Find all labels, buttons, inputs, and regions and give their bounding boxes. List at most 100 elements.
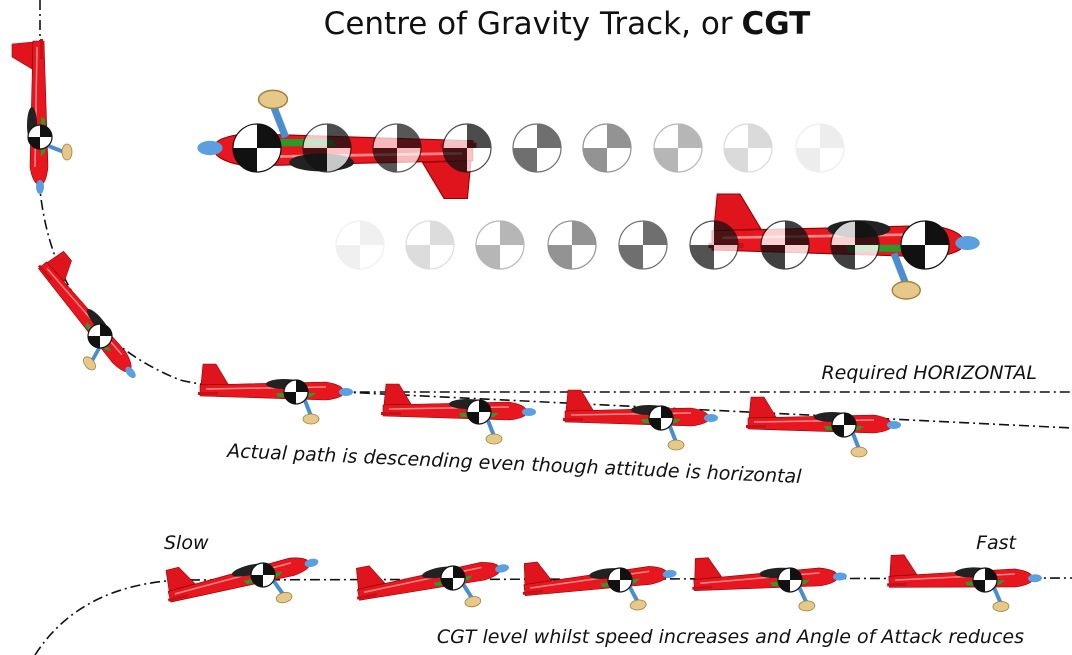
cg-marker <box>466 399 492 425</box>
cg-quadrant <box>901 245 925 269</box>
spinner <box>339 388 353 396</box>
cg-marker <box>475 220 525 270</box>
cg-marker <box>27 124 53 150</box>
tailplane <box>167 593 189 602</box>
title-emphasis: CGT <box>742 6 811 42</box>
cg-disc <box>582 123 632 173</box>
cg-marker <box>335 220 385 270</box>
cg-marker <box>607 567 633 593</box>
airplane <box>692 557 847 612</box>
strut <box>45 143 65 154</box>
cg-marker <box>582 123 632 173</box>
wheel <box>464 596 482 608</box>
cg-marker <box>283 379 309 405</box>
cg-quadrant <box>790 568 802 580</box>
cg-quadrant <box>479 400 491 412</box>
strut <box>890 252 910 287</box>
cg-quadrant <box>925 221 949 245</box>
cg-quadrant <box>537 124 561 148</box>
strut <box>626 584 640 603</box>
cg-quadrant <box>336 245 360 269</box>
tailplane <box>887 582 908 587</box>
cg-quadrant <box>844 413 856 425</box>
cg-disc <box>335 220 385 270</box>
cg-quadrant <box>832 425 844 437</box>
cg-marker <box>547 220 597 270</box>
fin <box>748 396 777 419</box>
tailplane <box>40 39 43 59</box>
strut <box>667 423 678 443</box>
cg-marker <box>795 123 845 173</box>
cg-disc <box>795 123 845 173</box>
cg-quadrant <box>263 563 275 575</box>
strut <box>796 584 809 604</box>
cg-marker <box>831 412 857 438</box>
cg-marker <box>777 567 803 593</box>
fin <box>565 389 594 412</box>
wheel <box>275 591 293 604</box>
fin <box>523 561 553 585</box>
cg-quadrant <box>620 568 632 580</box>
fuselage <box>523 566 668 596</box>
airplane <box>11 39 73 194</box>
wheel <box>61 143 73 161</box>
spinner <box>955 236 980 250</box>
cg-disc <box>405 220 455 270</box>
strut <box>460 581 474 600</box>
airplane <box>887 554 1042 612</box>
cg-disc <box>547 220 597 270</box>
spinner <box>832 572 847 581</box>
cg-quadrant <box>257 124 281 148</box>
cg-quadrant <box>643 221 667 245</box>
airplane <box>563 389 718 451</box>
level-path <box>34 577 1072 655</box>
cg-quadrant <box>443 148 467 172</box>
cg-quadrant <box>678 124 702 148</box>
cg-quadrant <box>724 148 748 172</box>
wheel <box>629 599 647 611</box>
wheel <box>485 433 503 445</box>
airplane <box>165 557 319 604</box>
cg-quadrant <box>284 392 296 404</box>
strut <box>270 577 285 596</box>
cg-disc <box>653 123 703 173</box>
cg-disc <box>723 123 773 173</box>
cg-marker <box>648 405 674 431</box>
cg-quadrant <box>430 221 454 245</box>
wheel <box>798 600 816 612</box>
cg-marker <box>250 562 276 588</box>
cg-quadrant <box>28 137 40 149</box>
cg-marker <box>87 323 113 349</box>
cg-quadrant <box>360 221 384 245</box>
tailplane <box>692 585 713 590</box>
cg-quadrant <box>714 221 738 245</box>
cg-quadrant <box>88 336 100 348</box>
cg-marker <box>830 220 880 270</box>
airplane <box>37 250 136 379</box>
strut <box>991 584 1003 605</box>
cg-quadrant <box>513 148 537 172</box>
cg-quadrant <box>100 324 112 336</box>
actual-label: Actual path is descending even though at… <box>225 440 803 488</box>
wheel <box>667 439 685 451</box>
cg-quadrant <box>608 580 620 592</box>
cg-marker <box>232 123 282 173</box>
cg-marker <box>442 123 492 173</box>
cg-quadrant <box>973 580 985 592</box>
cg-quadrant <box>855 221 879 245</box>
cg-quadrant <box>761 245 785 269</box>
strut <box>302 397 313 417</box>
title-text: Centre of Gravity Track, or <box>324 6 733 42</box>
highlight <box>245 152 463 159</box>
cg-quadrant <box>785 221 809 245</box>
required-path <box>39 0 1072 393</box>
cg-disc <box>475 220 525 270</box>
level-label: CGT level whilst speed increases and Ang… <box>437 626 1024 648</box>
cg-marker <box>512 123 562 173</box>
tailplane <box>746 425 766 428</box>
cg-marker <box>405 220 455 270</box>
cg-marker <box>372 123 422 173</box>
wheel <box>302 413 320 425</box>
tailplane <box>563 418 583 421</box>
